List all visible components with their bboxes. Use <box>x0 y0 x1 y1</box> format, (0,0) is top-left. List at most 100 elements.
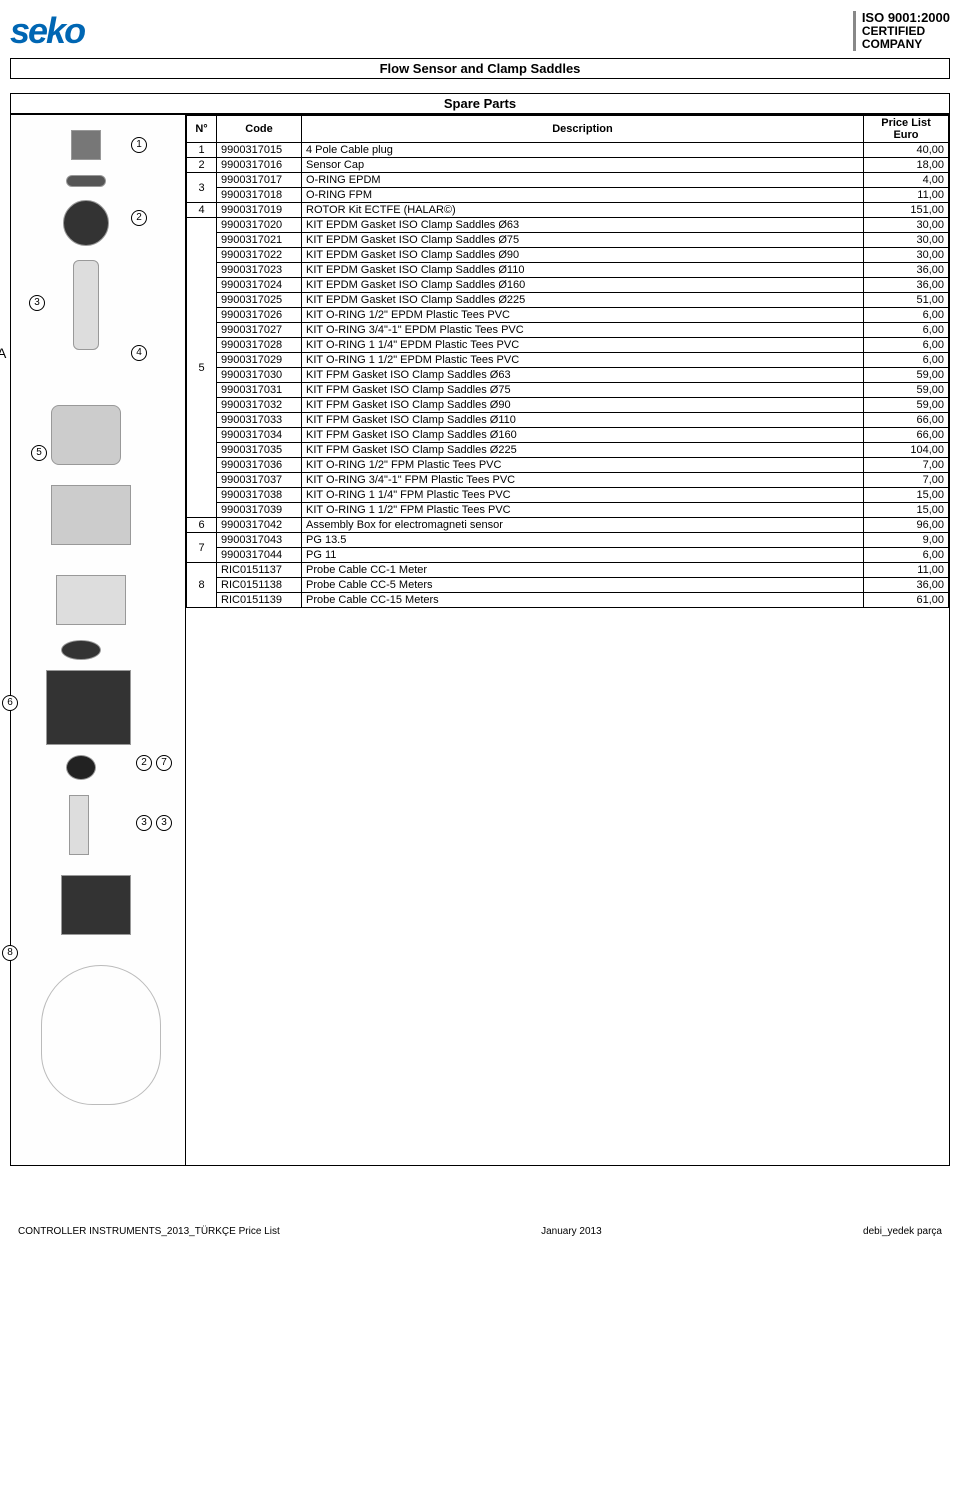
callout-circle: 2 <box>131 210 147 226</box>
table-row: 9900317035KIT FPM Gasket ISO Clamp Saddl… <box>187 443 949 458</box>
cell-price: 30,00 <box>864 233 949 248</box>
cell-code: 9900317020 <box>217 218 302 233</box>
cell-n: 8 <box>187 563 217 608</box>
cell-description: KIT O-RING 3/4"-1" EPDM Plastic Tees PVC <box>302 323 864 338</box>
cell-description: O-RING EPDM <box>302 173 864 188</box>
cell-code: RIC0151139 <box>217 593 302 608</box>
certification-badge: ISO 9001:2000 CERTIFIED COMPANY <box>853 11 950 52</box>
cell-description: KIT EPDM Gasket ISO Clamp Saddles Ø110 <box>302 263 864 278</box>
table-row: 9900317028KIT O-RING 1 1/4" EPDM Plastic… <box>187 338 949 353</box>
callout-circle: 7 <box>156 755 172 771</box>
cell-code: 9900317019 <box>217 203 302 218</box>
cell-code: 9900317018 <box>217 188 302 203</box>
header-n: N° <box>187 116 217 143</box>
cell-description: O-RING FPM <box>302 188 864 203</box>
callout-circle: 1 <box>131 137 147 153</box>
table-row: 9900317025KIT EPDM Gasket ISO Clamp Sadd… <box>187 293 949 308</box>
cell-price: 6,00 <box>864 308 949 323</box>
cell-price: 36,00 <box>864 263 949 278</box>
cell-description: KIT EPDM Gasket ISO Clamp Saddles Ø90 <box>302 248 864 263</box>
cell-price: 15,00 <box>864 503 949 518</box>
cell-price: 6,00 <box>864 353 949 368</box>
cell-n: 6 <box>187 518 217 533</box>
table-row: 39900317017O-RING EPDM4,00 <box>187 173 949 188</box>
callout-circle: 3 <box>29 295 45 311</box>
cert-line1: ISO 9001:2000 <box>862 11 950 25</box>
callout-circle: 3 <box>156 815 172 831</box>
cell-price: 7,00 <box>864 473 949 488</box>
cell-description: KIT O-RING 1/2" EPDM Plastic Tees PVC <box>302 308 864 323</box>
diagram-part <box>66 755 96 780</box>
cell-description: Probe Cable CC-1 Meter <box>302 563 864 578</box>
table-row: 9900317018O-RING FPM11,00 <box>187 188 949 203</box>
footer-center: January 2013 <box>541 1226 602 1237</box>
cell-code: 9900317032 <box>217 398 302 413</box>
cell-description: KIT EPDM Gasket ISO Clamp Saddles Ø75 <box>302 233 864 248</box>
cell-description: KIT O-RING 1 1/2" FPM Plastic Tees PVC <box>302 503 864 518</box>
cell-price: 6,00 <box>864 338 949 353</box>
cell-price: 59,00 <box>864 368 949 383</box>
cell-price: 4,00 <box>864 173 949 188</box>
header-desc: Description <box>302 116 864 143</box>
cell-description: KIT EPDM Gasket ISO Clamp Saddles Ø225 <box>302 293 864 308</box>
table-row: 199003170154 Pole Cable plug40,00 <box>187 143 949 158</box>
diagram-part <box>41 965 161 1105</box>
table-row: 9900317026KIT O-RING 1/2" EPDM Plastic T… <box>187 308 949 323</box>
cell-code: 9900317039 <box>217 503 302 518</box>
cell-price: 40,00 <box>864 143 949 158</box>
diagram-part <box>51 405 121 465</box>
callout-circle: 2 <box>136 755 152 771</box>
diagram-part <box>46 670 131 745</box>
table-header-row: N° Code Description Price List Euro <box>187 116 949 143</box>
cell-description: KIT FPM Gasket ISO Clamp Saddles Ø63 <box>302 368 864 383</box>
cell-price: 9,00 <box>864 533 949 548</box>
footer-right: debi_yedek parça <box>863 1226 942 1237</box>
cell-code: 9900317023 <box>217 263 302 278</box>
seko-logo: seko <box>10 10 84 52</box>
cell-code: 9900317034 <box>217 428 302 443</box>
cell-description: KIT FPM Gasket ISO Clamp Saddles Ø90 <box>302 398 864 413</box>
cell-price: 66,00 <box>864 413 949 428</box>
cell-code: 9900317016 <box>217 158 302 173</box>
table-row: 9900317030KIT FPM Gasket ISO Clamp Saddl… <box>187 368 949 383</box>
cell-code: 9900317024 <box>217 278 302 293</box>
table-row: 9900317034KIT FPM Gasket ISO Clamp Saddl… <box>187 428 949 443</box>
cell-price: 36,00 <box>864 578 949 593</box>
diagram-part <box>56 575 126 625</box>
diagram-part <box>71 130 101 160</box>
cell-code: 9900317043 <box>217 533 302 548</box>
table-row: 9900317021KIT EPDM Gasket ISO Clamp Sadd… <box>187 233 949 248</box>
diagram-part <box>69 795 89 855</box>
cell-code: 9900317035 <box>217 443 302 458</box>
cell-price: 11,00 <box>864 563 949 578</box>
cell-description: KIT O-RING 1 1/2" EPDM Plastic Tees PVC <box>302 353 864 368</box>
callout-circle: 6 <box>2 695 18 711</box>
cell-description: KIT O-RING 1 1/4" EPDM Plastic Tees PVC <box>302 338 864 353</box>
diagram-label-a: A <box>0 345 6 361</box>
cell-description: KIT FPM Gasket ISO Clamp Saddles Ø160 <box>302 428 864 443</box>
cell-price: 61,00 <box>864 593 949 608</box>
cell-code: 9900317026 <box>217 308 302 323</box>
header-code: Code <box>217 116 302 143</box>
cell-price: 30,00 <box>864 248 949 263</box>
table-row: 9900317036KIT O-RING 1/2" FPM Plastic Te… <box>187 458 949 473</box>
cell-code: 9900317036 <box>217 458 302 473</box>
cell-description: Probe Cable CC-5 Meters <box>302 578 864 593</box>
page-header: seko ISO 9001:2000 CERTIFIED COMPANY <box>10 10 950 52</box>
table-row: 9900317024KIT EPDM Gasket ISO Clamp Sadd… <box>187 278 949 293</box>
cell-description: PG 13.5 <box>302 533 864 548</box>
table-row: 79900317043PG 13.59,00 <box>187 533 949 548</box>
cell-description: Assembly Box for electromagneti sensor <box>302 518 864 533</box>
diagram-part <box>63 200 109 246</box>
diagram-part <box>73 260 99 350</box>
table-row: 9900317033KIT FPM Gasket ISO Clamp Saddl… <box>187 413 949 428</box>
cell-code: 9900317025 <box>217 293 302 308</box>
cell-price: 59,00 <box>864 383 949 398</box>
cell-code: 9900317033 <box>217 413 302 428</box>
table-row: 9900317044PG 116,00 <box>187 548 949 563</box>
cell-n: 1 <box>187 143 217 158</box>
table-row: 29900317016Sensor Cap18,00 <box>187 158 949 173</box>
table-column: N° Code Description Price List Euro 1990… <box>186 115 949 1165</box>
cell-code: 9900317030 <box>217 368 302 383</box>
table-row: 9900317031KIT FPM Gasket ISO Clamp Saddl… <box>187 383 949 398</box>
